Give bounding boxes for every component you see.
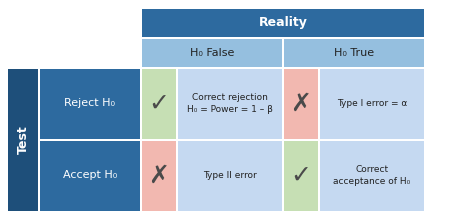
Text: ✗: ✗ (148, 164, 170, 187)
Text: Type I error = α: Type I error = α (337, 99, 407, 108)
Bar (178, 69, 282, 138)
Text: H₀ True: H₀ True (334, 48, 374, 58)
Text: Accept H₀: Accept H₀ (63, 171, 117, 180)
Bar (8, 69, 38, 210)
Bar (142, 39, 282, 67)
Text: Type II error: Type II error (203, 171, 257, 180)
Text: Correct
acceptance of H₀: Correct acceptance of H₀ (333, 165, 410, 186)
Text: H₀ False: H₀ False (190, 48, 234, 58)
Bar (284, 39, 424, 67)
Text: ✓: ✓ (148, 92, 170, 115)
Bar (40, 141, 140, 210)
Bar (142, 69, 176, 138)
Bar (40, 69, 140, 138)
Bar (284, 141, 318, 210)
Text: Correct rejection
H₀ = Power = 1 – β: Correct rejection H₀ = Power = 1 – β (187, 93, 273, 114)
Text: Reality: Reality (258, 16, 308, 29)
Bar (284, 69, 318, 138)
Text: ✓: ✓ (291, 164, 311, 187)
Bar (142, 9, 424, 37)
Bar (178, 141, 282, 210)
Bar (320, 141, 424, 210)
Text: Test: Test (17, 125, 29, 154)
Text: Reject H₀: Reject H₀ (64, 99, 116, 108)
Bar (320, 69, 424, 138)
Text: ✗: ✗ (291, 92, 311, 115)
Bar (142, 141, 176, 210)
